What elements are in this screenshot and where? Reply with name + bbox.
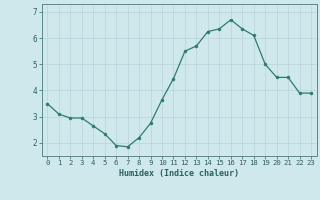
X-axis label: Humidex (Indice chaleur): Humidex (Indice chaleur) [119, 169, 239, 178]
